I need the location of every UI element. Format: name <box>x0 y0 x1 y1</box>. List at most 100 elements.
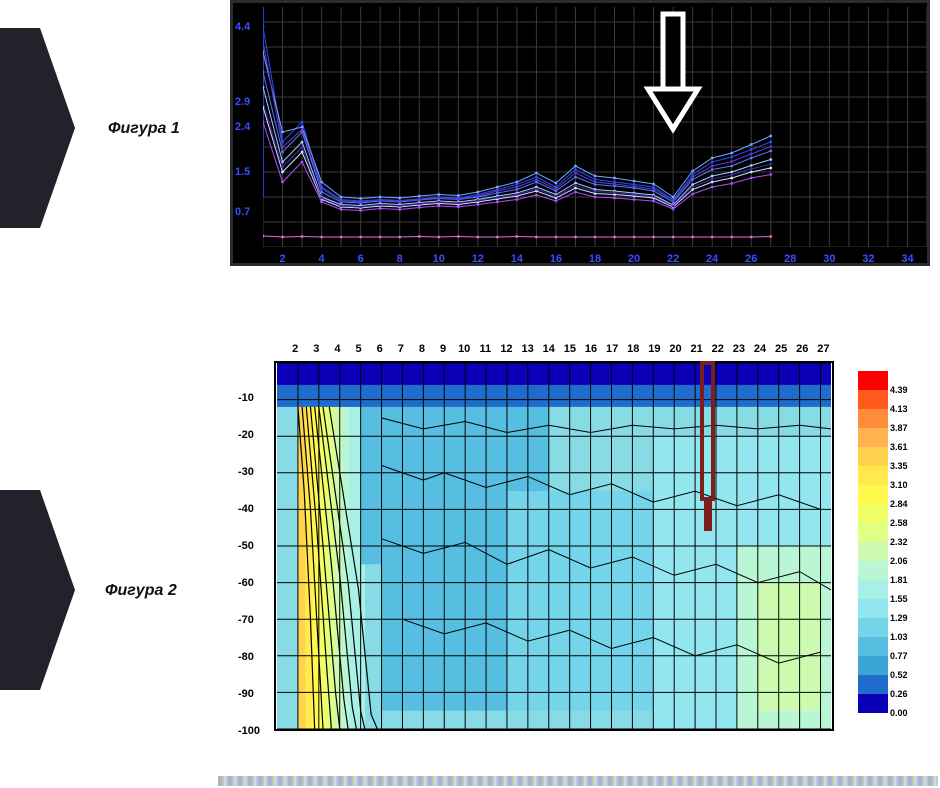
legend-swatch <box>858 466 888 485</box>
y-tick-label: -20 <box>238 429 254 441</box>
legend-value: 2.84 <box>890 499 908 509</box>
legend-value: 0.26 <box>890 689 908 699</box>
figure-2-caption: Фигура 2 <box>105 582 177 600</box>
legend-swatch <box>858 599 888 618</box>
x-tick-label: 11 <box>479 343 491 355</box>
legend-swatch <box>858 618 888 637</box>
x-tick-label: 13 <box>521 343 533 355</box>
pointer-indicator-2 <box>0 490 40 690</box>
x-tick-label: 10 <box>433 253 445 265</box>
legend-value: 2.06 <box>890 556 908 566</box>
legend-swatch <box>858 409 888 428</box>
x-tick-label: 21 <box>691 343 703 355</box>
x-tick-label: 26 <box>745 253 757 265</box>
legend-value: 1.29 <box>890 613 908 623</box>
x-tick-label: 24 <box>754 343 766 355</box>
legend-swatch <box>858 637 888 656</box>
legend-value: 3.10 <box>890 480 908 490</box>
x-tick-label: 5 <box>355 343 361 355</box>
x-tick-label: 8 <box>397 253 403 265</box>
pointer-indicator-1 <box>0 28 40 228</box>
y-tick-label: -90 <box>238 688 254 700</box>
x-tick-label: 17 <box>606 343 618 355</box>
figure-1-plot-svg <box>263 7 927 247</box>
figure-2-legend: 4.394.133.873.613.353.102.842.582.322.06… <box>858 371 924 713</box>
y-tick-label: -60 <box>238 577 254 589</box>
noise-band <box>218 776 938 786</box>
legend-swatch <box>858 694 888 713</box>
legend-value: 4.39 <box>890 385 908 395</box>
x-tick-label: 4 <box>319 253 325 265</box>
x-tick-label: 2 <box>292 343 298 355</box>
x-tick-label: 27 <box>817 343 829 355</box>
y-tick-label: 2.9 <box>235 96 250 108</box>
x-tick-label: 25 <box>775 343 787 355</box>
x-tick-label: 30 <box>823 253 835 265</box>
x-tick-label: 3 <box>313 343 319 355</box>
y-tick-label: -10 <box>238 392 254 404</box>
x-tick-label: 32 <box>862 253 874 265</box>
figure-2-chart: 2345678910111213141516171819202122232425… <box>230 343 930 753</box>
y-tick-label: -80 <box>238 651 254 663</box>
legend-value: 1.55 <box>890 594 908 604</box>
x-tick-label: 34 <box>901 253 913 265</box>
legend-value: 4.13 <box>890 404 908 414</box>
y-tick-label: 0.7 <box>235 206 250 218</box>
x-tick-label: 7 <box>398 343 404 355</box>
y-tick-label: -30 <box>238 466 254 478</box>
x-tick-label: 24 <box>706 253 718 265</box>
x-tick-label: 4 <box>334 343 340 355</box>
y-tick-label: -70 <box>238 614 254 626</box>
x-tick-label: 19 <box>648 343 660 355</box>
legend-swatch <box>858 675 888 694</box>
legend-swatch <box>858 580 888 599</box>
x-tick-label: 6 <box>377 343 383 355</box>
legend-swatch <box>858 561 888 580</box>
legend-swatch <box>858 371 888 390</box>
legend-swatch <box>858 504 888 523</box>
legend-value: 3.87 <box>890 423 908 433</box>
figure-2-plot-svg <box>274 361 834 731</box>
x-tick-label: 12 <box>500 343 512 355</box>
legend-value: 1.81 <box>890 575 908 585</box>
x-tick-label: 8 <box>419 343 425 355</box>
x-tick-label: 18 <box>589 253 601 265</box>
legend-value: 1.03 <box>890 632 908 642</box>
x-tick-label: 20 <box>628 253 640 265</box>
x-tick-label: 22 <box>712 343 724 355</box>
figure-1-chart: 0.71.52.42.94.4 246810121416182022242628… <box>230 0 930 266</box>
x-tick-label: 22 <box>667 253 679 265</box>
x-tick-label: 15 <box>564 343 576 355</box>
legend-swatch <box>858 656 888 675</box>
x-tick-label: 16 <box>550 253 562 265</box>
x-tick-label: 18 <box>627 343 639 355</box>
x-tick-label: 12 <box>472 253 484 265</box>
legend-row: 4.39 <box>858 371 924 390</box>
x-tick-label: 23 <box>733 343 745 355</box>
legend-swatch <box>858 523 888 542</box>
legend-value: 3.61 <box>890 442 908 452</box>
y-tick-label: -50 <box>238 540 254 552</box>
legend-swatch <box>858 447 888 466</box>
x-tick-label: 2 <box>279 253 285 265</box>
x-tick-label: 28 <box>784 253 796 265</box>
x-tick-label: 14 <box>543 343 555 355</box>
x-tick-label: 26 <box>796 343 808 355</box>
y-tick-label: -40 <box>238 503 254 515</box>
legend-swatch <box>858 542 888 561</box>
legend-value: 0.00 <box>890 708 908 718</box>
legend-value: 2.32 <box>890 537 908 547</box>
figure-1-caption: Фигура 1 <box>108 120 180 138</box>
legend-swatch <box>858 428 888 447</box>
legend-swatch <box>858 390 888 409</box>
y-tick-label: 4.4 <box>235 21 250 33</box>
x-tick-label: 16 <box>585 343 597 355</box>
y-tick-label: -100 <box>238 725 260 737</box>
legend-swatch <box>858 485 888 504</box>
x-tick-label: 6 <box>358 253 364 265</box>
x-tick-label: 20 <box>669 343 681 355</box>
x-tick-label: 14 <box>511 253 523 265</box>
y-tick-label: 2.4 <box>235 121 250 133</box>
x-tick-label: 10 <box>458 343 470 355</box>
legend-value: 2.58 <box>890 518 908 528</box>
